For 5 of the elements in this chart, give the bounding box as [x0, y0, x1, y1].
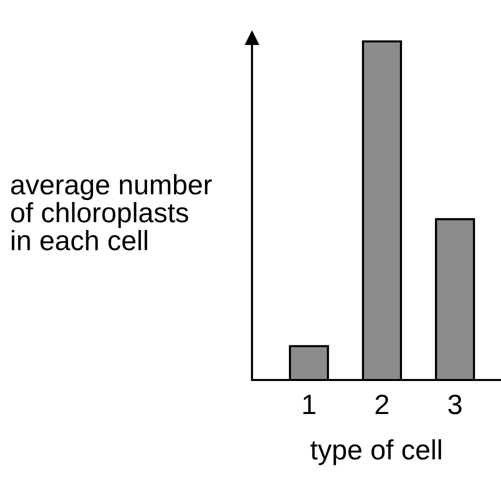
- y-axis-title: average number of chloroplasts in each cell: [11, 174, 212, 250]
- x-tick-label: 2: [376, 394, 388, 414]
- x-tick-label: 3: [448, 394, 462, 414]
- x-tick-label: 1: [303, 394, 316, 414]
- x-axis-title: type of cell: [310, 439, 442, 466]
